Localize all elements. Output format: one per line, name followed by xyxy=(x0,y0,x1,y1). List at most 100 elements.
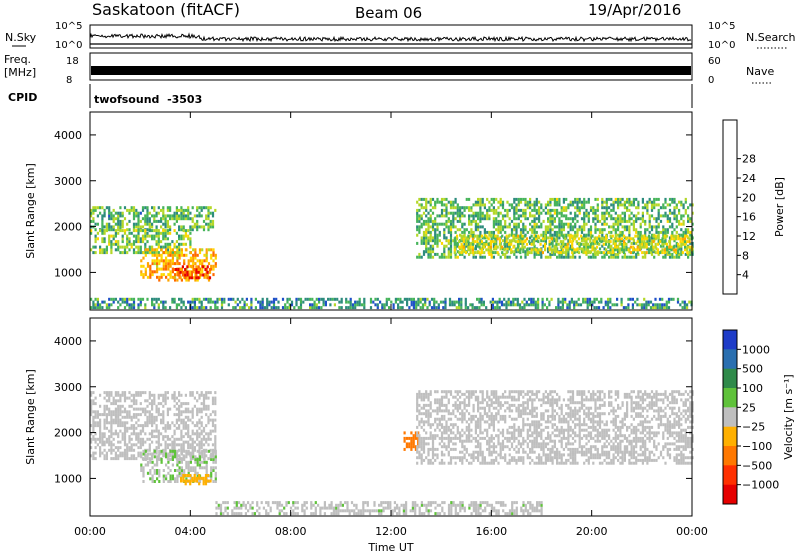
data-cell xyxy=(379,300,382,304)
data-cell xyxy=(510,409,514,413)
data-cell xyxy=(173,214,176,218)
data-cell xyxy=(654,303,657,307)
data-cell xyxy=(140,273,143,277)
data-cell xyxy=(524,225,527,229)
data-cell xyxy=(139,248,142,252)
data-cell xyxy=(259,300,262,304)
data-cell xyxy=(644,230,647,234)
data-cell xyxy=(123,300,127,304)
data-cell xyxy=(478,245,481,249)
data-cell xyxy=(646,206,649,210)
data-cell xyxy=(517,428,520,432)
data-cell xyxy=(211,300,215,304)
data-cell xyxy=(151,399,154,403)
data-cell xyxy=(144,407,147,411)
data-cell xyxy=(166,208,169,212)
data-cell xyxy=(671,252,674,256)
data-cell xyxy=(632,200,635,204)
data-cell xyxy=(549,225,552,229)
data-cell xyxy=(650,239,654,243)
data-cell xyxy=(683,300,686,304)
data-cell xyxy=(169,273,172,277)
data-cell xyxy=(110,418,113,422)
data-cell xyxy=(637,217,640,221)
data-cell xyxy=(232,306,235,310)
data-cell xyxy=(427,442,430,446)
data-cell xyxy=(444,297,447,301)
data-cell xyxy=(112,402,115,406)
data-cell xyxy=(526,230,529,234)
data-cell xyxy=(110,234,113,238)
data-cell xyxy=(422,236,426,240)
data-cell xyxy=(128,237,131,241)
data-cell xyxy=(601,217,604,221)
data-cell xyxy=(119,396,122,400)
data-cell xyxy=(632,214,635,218)
data-cell xyxy=(648,236,651,240)
data-cell xyxy=(492,423,495,427)
data-cell xyxy=(526,217,529,221)
data-cell xyxy=(481,431,484,435)
data-cell xyxy=(629,251,632,255)
data-cell xyxy=(121,300,124,304)
data-cell xyxy=(465,236,468,240)
data-cell xyxy=(108,448,111,452)
data-cell xyxy=(643,234,646,238)
data-cell xyxy=(688,245,691,249)
data-cell xyxy=(535,250,538,254)
data-cell xyxy=(139,240,142,244)
data-cell xyxy=(157,396,160,400)
data-cell xyxy=(662,206,665,210)
data-cell xyxy=(90,446,93,450)
data-cell xyxy=(123,454,127,458)
data-cell xyxy=(128,248,131,252)
data-cell xyxy=(461,211,464,215)
data-cell xyxy=(499,200,502,204)
data-cell xyxy=(604,300,607,304)
data-cell xyxy=(436,417,439,421)
data-cell xyxy=(205,432,208,436)
data-cell xyxy=(162,237,165,241)
data-cell xyxy=(171,474,174,478)
data-cell xyxy=(481,436,484,440)
data-cell xyxy=(214,440,217,444)
data-cell xyxy=(318,306,321,310)
data-cell xyxy=(169,264,172,268)
data-cell xyxy=(629,245,632,249)
data-cell xyxy=(153,219,156,223)
data-cell xyxy=(517,425,520,429)
data-cell xyxy=(501,251,504,255)
data-cell xyxy=(101,248,104,252)
data-cell xyxy=(564,237,567,241)
data-cell xyxy=(556,200,559,204)
data-cell xyxy=(517,208,520,212)
data-cell xyxy=(661,237,664,241)
data-cell xyxy=(571,242,574,246)
data-cell xyxy=(184,273,187,277)
data-cell xyxy=(544,225,547,229)
data-cell xyxy=(427,241,430,245)
data-cell xyxy=(108,240,111,244)
data-cell xyxy=(155,251,158,255)
data-cell xyxy=(105,421,108,425)
data-cell xyxy=(560,255,563,259)
data-cell xyxy=(121,222,124,226)
data-cell xyxy=(576,203,579,207)
data-cell xyxy=(486,401,489,405)
data-cell xyxy=(689,247,692,251)
data-cell xyxy=(667,300,671,304)
data-cell xyxy=(628,208,631,212)
data-cell xyxy=(410,439,413,443)
data-cell xyxy=(162,426,165,430)
data-cell xyxy=(465,251,468,255)
data-cell xyxy=(418,434,421,438)
data-cell xyxy=(309,297,312,301)
data-cell xyxy=(103,240,106,244)
data-cell xyxy=(542,208,545,212)
data-cell xyxy=(114,231,117,235)
data-cell xyxy=(653,206,656,210)
data-cell xyxy=(165,452,168,456)
data-cell xyxy=(297,297,300,301)
data-cell xyxy=(101,437,104,441)
data-cell xyxy=(486,442,489,446)
